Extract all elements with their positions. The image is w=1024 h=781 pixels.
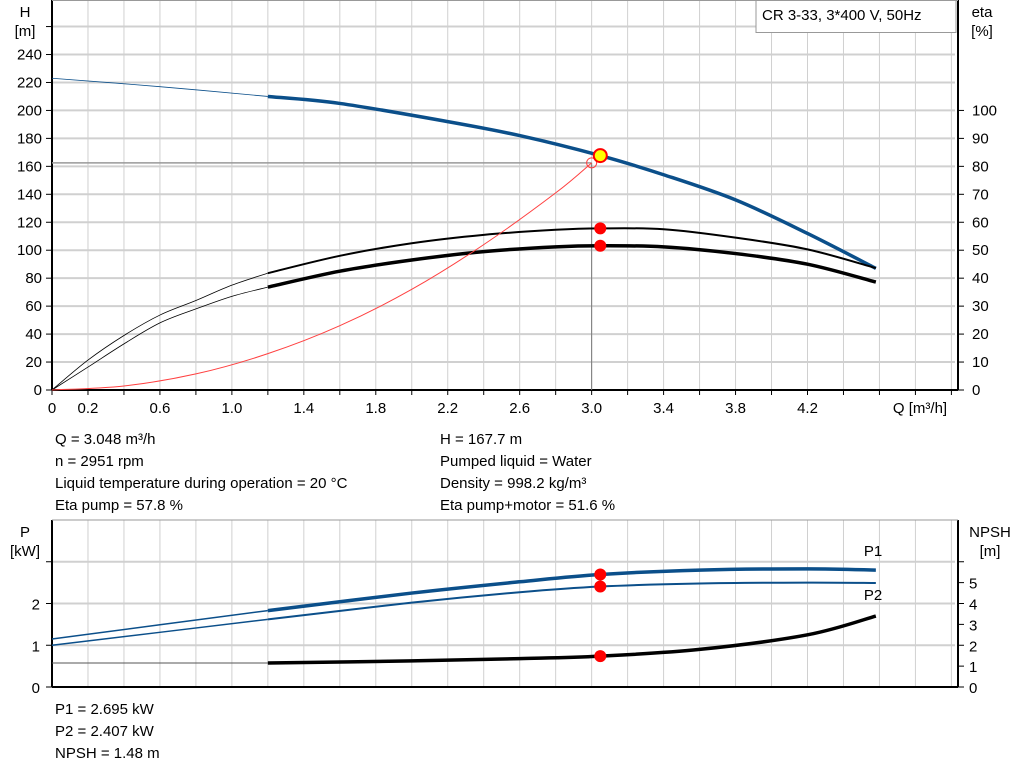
y-left-tick-label: 60 — [25, 298, 42, 315]
requested-point-marker — [586, 157, 598, 169]
eta-pump-curve — [267, 227, 877, 275]
p2-curve-label: P2 — [864, 587, 882, 604]
y-right-tick-label: 30 — [972, 298, 989, 315]
head-curve-extrapolated — [51, 77, 268, 97]
y-left-tick-label: 200 — [17, 102, 42, 119]
y-left-axis-unit: [m] — [15, 23, 36, 40]
y-left-tick-label: 1 — [32, 638, 40, 655]
system-curve — [51, 162, 592, 391]
info-block-power: P1 = 2.695 kW P2 = 2.407 kW NPSH = 1.48 … — [55, 699, 160, 765]
power-npsh-chart — [46, 519, 964, 688]
p1-curve-label: P1 — [864, 543, 882, 560]
info-eta-pump: Eta pump = 57.8 % — [55, 497, 183, 514]
x-tick-label: 4.2 — [797, 400, 818, 417]
npsh-marker — [594, 650, 607, 663]
y-left-tick-label: 20 — [25, 354, 42, 371]
y-left-tick-label: 160 — [17, 158, 42, 175]
y-right-axis-label: eta — [972, 4, 994, 21]
info-q: Q = 3.048 m³/h — [55, 431, 156, 448]
p2-marker — [594, 580, 607, 593]
head-chart — [46, 0, 964, 395]
y-left-tick-label: 40 — [25, 326, 42, 343]
y-right-tick-label: 50 — [972, 242, 989, 259]
y-right-tick-label: 60 — [972, 214, 989, 231]
y-left-axis-unit: [kW] — [10, 543, 40, 560]
info-eta-pump-motor: Eta pump+motor = 51.6 % — [440, 497, 616, 514]
y-left-tick-label: 180 — [17, 130, 42, 147]
y-left-tick-label: 100 — [17, 242, 42, 259]
eta-pump-motor-curve — [267, 243, 877, 289]
info-liquid-temp: Liquid temperature during operation = 20… — [55, 475, 348, 492]
legend-text: CR 3-33, 3*400 V, 50Hz — [762, 7, 922, 24]
info-p1: P1 = 2.695 kW — [55, 701, 154, 718]
eta-pump-motor-marker — [594, 239, 607, 252]
y-right-tick-label: 2 — [969, 638, 977, 655]
y-right-tick-label: 40 — [972, 270, 989, 287]
x-tick-label: 0 — [48, 400, 56, 417]
y-right-tick-label: 4 — [969, 597, 977, 614]
y-right-tick-label: 0 — [969, 680, 977, 697]
eta-pump-curve-extrapolated — [51, 272, 268, 391]
y-right-axis-label: NPSH — [969, 524, 1011, 541]
y-right-tick-label: 70 — [972, 186, 989, 203]
x-tick-label: 0.2 — [78, 400, 99, 417]
y-right-tick-label: 3 — [969, 617, 977, 634]
x-tick-label: 1.8 — [365, 400, 386, 417]
y-left-tick-label: 240 — [17, 47, 42, 64]
info-block-right: H = 167.7 m Pumped liquid = Water Densit… — [440, 429, 615, 517]
y-right-tick-label: 100 — [972, 102, 997, 119]
x-tick-label: 1.4 — [293, 400, 314, 417]
duty-point-marker — [592, 148, 608, 164]
y-left-tick-label: 2 — [32, 597, 40, 614]
info-density: Density = 998.2 kg/m³ — [440, 475, 587, 492]
y-right-tick-label: 10 — [972, 354, 989, 371]
y-left-tick-label: 0 — [32, 680, 40, 697]
y-right-axis-unit: [m] — [980, 543, 1001, 560]
p2-curve-extrapolated — [51, 618, 268, 646]
y-left-axis-label: P — [20, 524, 30, 541]
info-speed: n = 2951 rpm — [55, 453, 144, 470]
legend-box — [755, 0, 957, 33]
info-pumped-liquid: Pumped liquid = Water — [440, 453, 592, 470]
y-right-tick-label: 90 — [972, 130, 989, 147]
info-p2: P2 = 2.407 kW — [55, 723, 154, 740]
x-tick-label: 0.6 — [149, 400, 170, 417]
info-head: H = 167.7 m — [440, 431, 523, 448]
eta-pump-motor-curve-extrapolated — [51, 286, 268, 391]
y-left-tick-label: 220 — [17, 74, 42, 91]
head-curve — [267, 94, 877, 270]
npsh-curve — [267, 614, 877, 665]
x-tick-label: 2.2 — [437, 400, 458, 417]
x-tick-label: 3.8 — [725, 400, 746, 417]
y-left-tick-label: 120 — [17, 214, 42, 231]
p1-curve-extrapolated — [51, 609, 268, 640]
x-tick-label: 1.0 — [221, 400, 242, 417]
x-axis-label: Q [m³/h] — [893, 400, 947, 417]
y-right-tick-label: 20 — [972, 326, 989, 343]
info-block-left: Q = 3.048 m³/h n = 2951 rpm Liquid tempe… — [55, 429, 347, 517]
y-left-axis-label: H — [20, 4, 31, 21]
y-right-tick-label: 1 — [969, 659, 977, 676]
y-right-tick-label: 0 — [972, 382, 980, 399]
x-tick-label: 3.4 — [653, 400, 674, 417]
y-right-tick-label: 5 — [969, 576, 977, 593]
x-tick-label: 3.0 — [581, 400, 602, 417]
y-left-tick-label: 80 — [25, 270, 42, 287]
y-left-tick-label: 0 — [34, 382, 42, 399]
y-left-tick-label: 140 — [17, 186, 42, 203]
info-npsh: NPSH = 1.48 m — [55, 745, 160, 762]
x-tick-label: 2.6 — [509, 400, 530, 417]
y-right-axis-unit: [%] — [971, 23, 993, 40]
y-right-tick-label: 80 — [972, 158, 989, 175]
eta-pump-marker — [594, 222, 607, 235]
p1-marker — [594, 568, 607, 581]
